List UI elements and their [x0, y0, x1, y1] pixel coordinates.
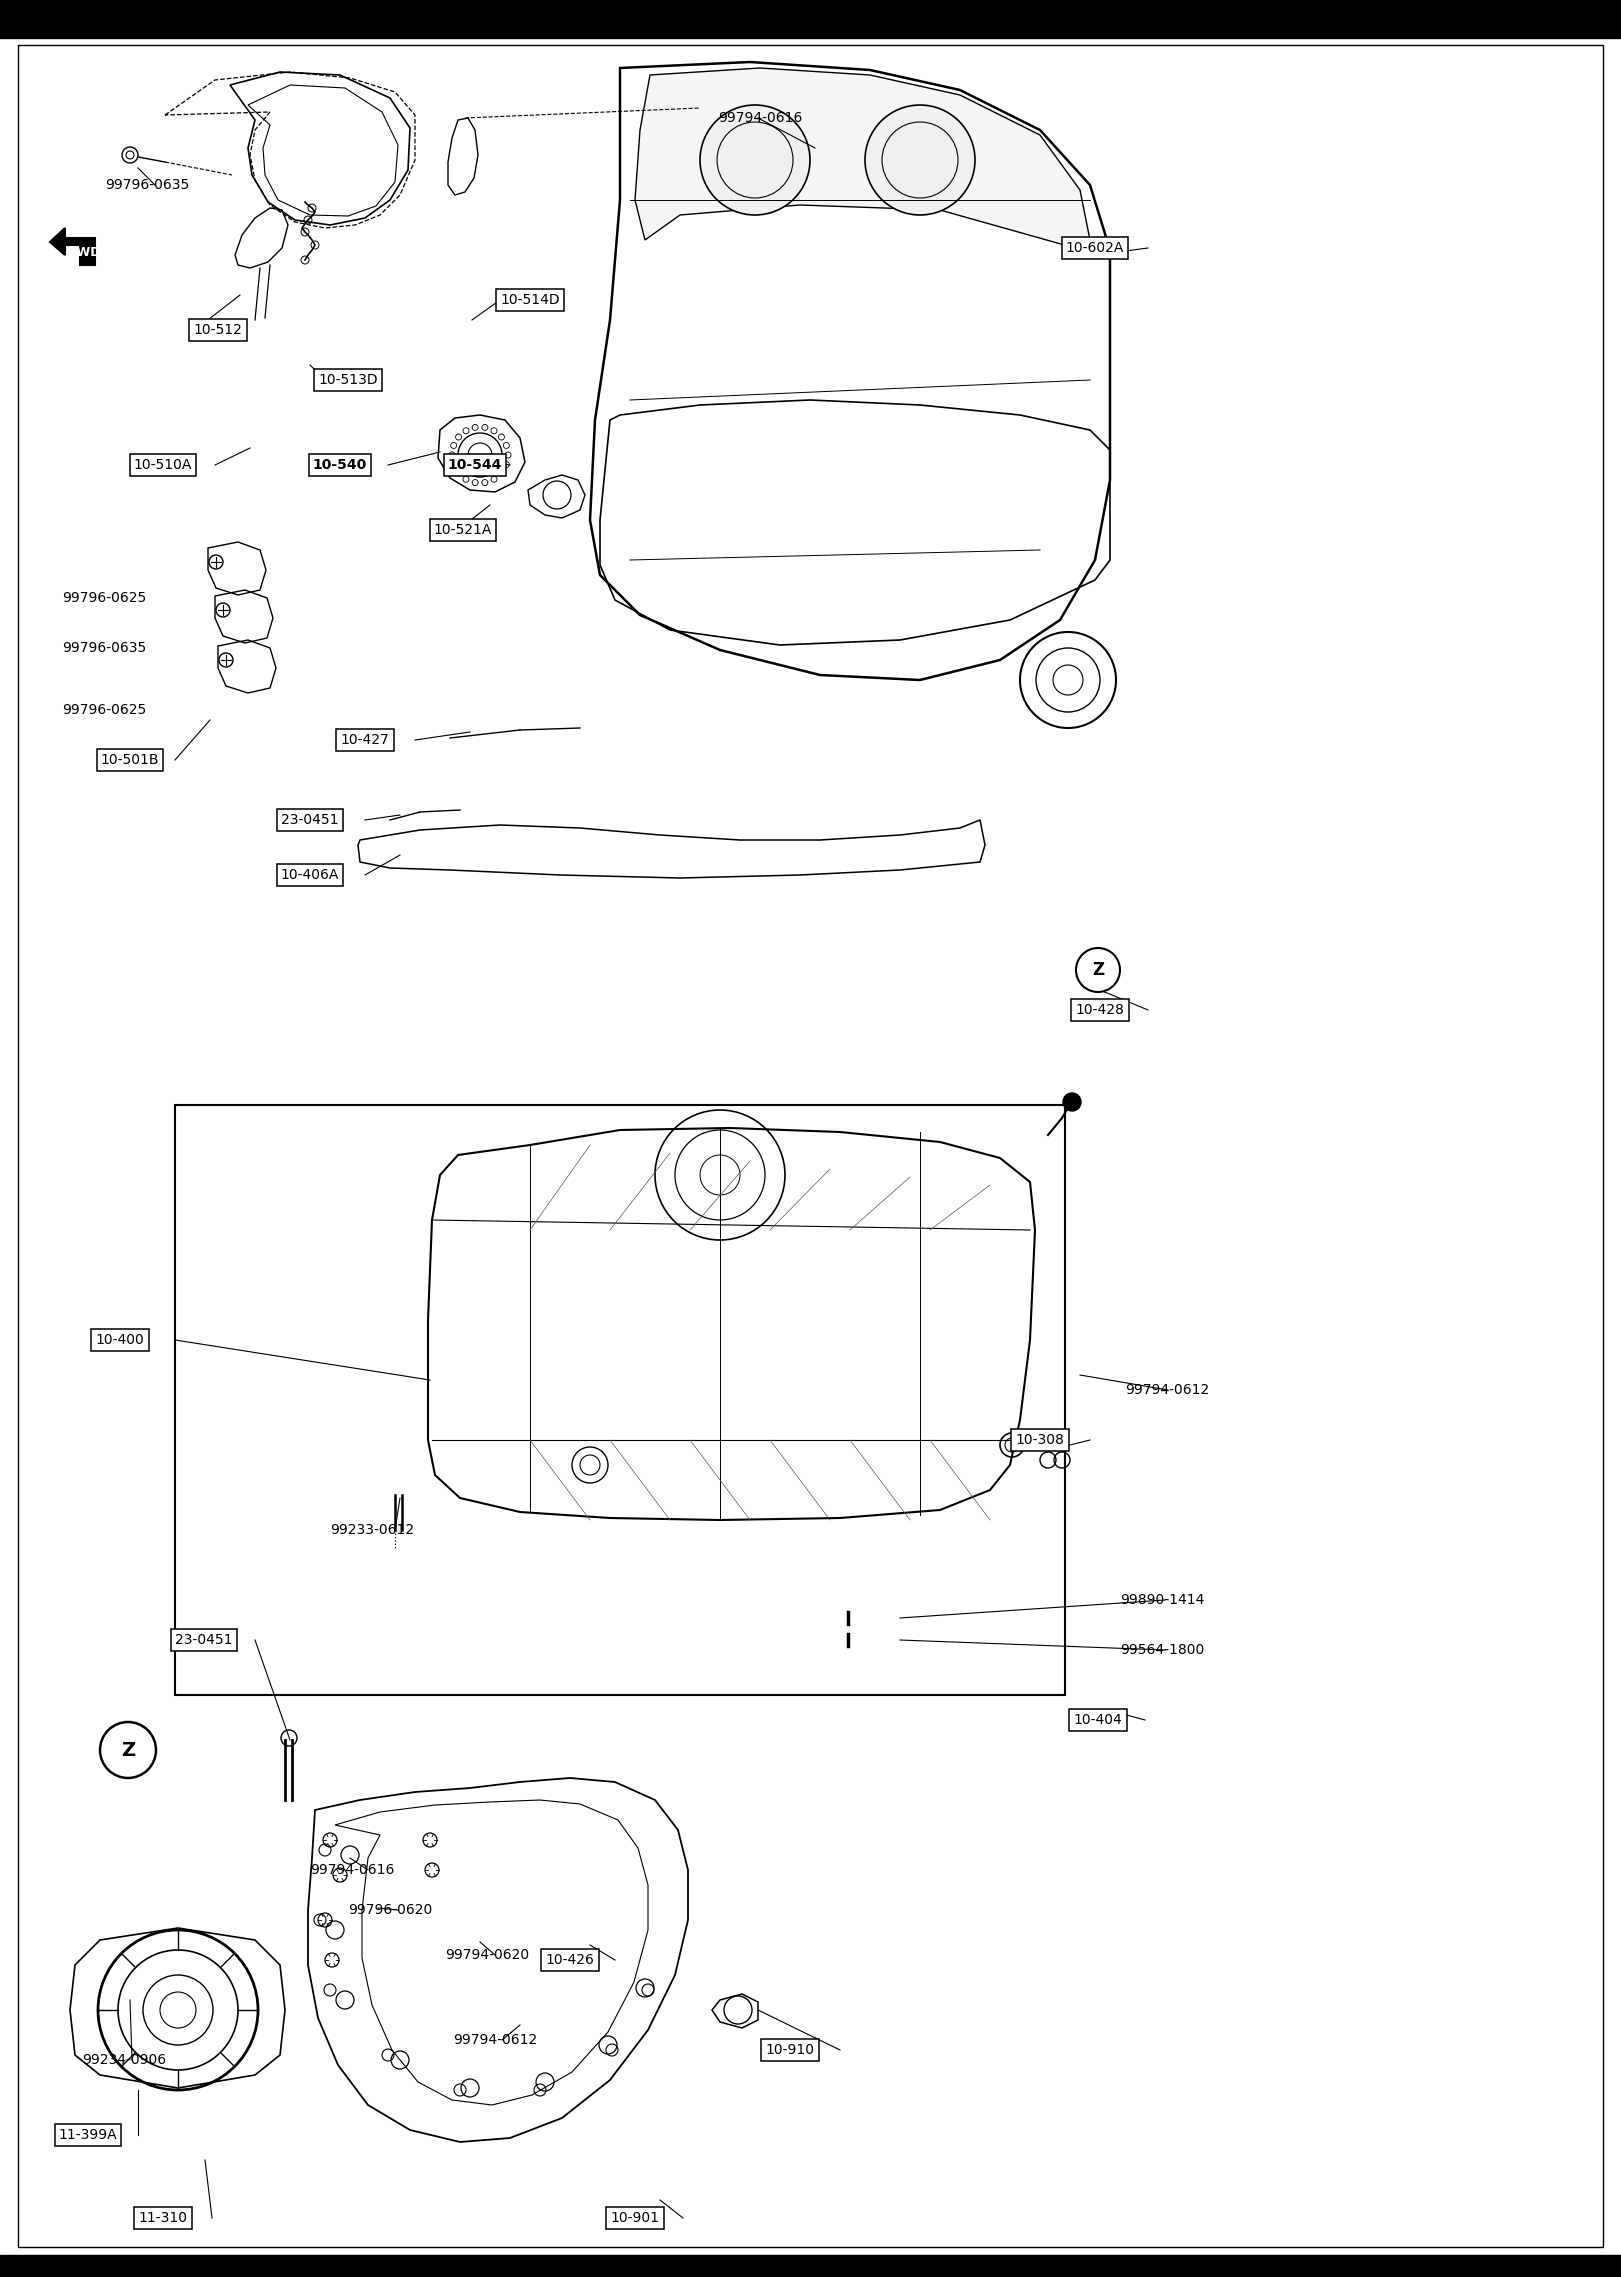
- Text: 10-901: 10-901: [611, 2211, 660, 2225]
- Circle shape: [866, 105, 974, 214]
- Text: 99794-0612: 99794-0612: [1125, 1382, 1209, 1398]
- Text: 10-602A: 10-602A: [1067, 241, 1125, 255]
- Text: 99796-0635: 99796-0635: [62, 642, 146, 656]
- Text: 10-544: 10-544: [447, 458, 503, 471]
- Text: 10-501B: 10-501B: [101, 754, 159, 767]
- Text: 99234-0906: 99234-0906: [83, 2054, 165, 2068]
- Text: 99796-0625: 99796-0625: [62, 592, 146, 606]
- Text: 99796-0625: 99796-0625: [62, 704, 146, 717]
- Text: 10-512: 10-512: [193, 323, 243, 337]
- Polygon shape: [635, 68, 1089, 248]
- Text: Z: Z: [1093, 961, 1104, 979]
- Circle shape: [1076, 947, 1120, 993]
- Text: 99794-0616: 99794-0616: [718, 112, 802, 125]
- Text: 10-406A: 10-406A: [280, 868, 339, 881]
- Text: 99794-0620: 99794-0620: [446, 1949, 528, 1963]
- Circle shape: [101, 1721, 156, 1778]
- Text: 11-399A: 11-399A: [58, 2129, 117, 2143]
- Text: 99564-1800: 99564-1800: [1120, 1644, 1204, 1658]
- Text: 10-308: 10-308: [1016, 1432, 1065, 1446]
- Text: 99890-1414: 99890-1414: [1120, 1594, 1204, 1608]
- Text: 99796-0635: 99796-0635: [105, 178, 190, 191]
- Text: 99233-0612: 99233-0612: [331, 1523, 413, 1537]
- Text: Z: Z: [122, 1740, 135, 1760]
- Text: 10-426: 10-426: [546, 1954, 595, 1967]
- Text: FWD: FWD: [68, 246, 101, 260]
- Text: 23-0451: 23-0451: [282, 813, 339, 827]
- Circle shape: [1063, 1093, 1081, 1111]
- Text: 10-404: 10-404: [1073, 1712, 1122, 1726]
- Text: 11-310: 11-310: [138, 2211, 188, 2225]
- Text: 10-540: 10-540: [313, 458, 366, 471]
- Bar: [175, 1104, 1065, 1694]
- Text: 99796-0620: 99796-0620: [349, 1904, 433, 1917]
- Text: 10-510A: 10-510A: [135, 458, 193, 471]
- Text: 10-400: 10-400: [96, 1332, 144, 1348]
- Text: 10-513D: 10-513D: [318, 373, 378, 387]
- Polygon shape: [50, 228, 96, 264]
- Text: 10-514D: 10-514D: [501, 294, 559, 307]
- Text: 10-910: 10-910: [765, 2042, 814, 2056]
- Text: 99794-0616: 99794-0616: [310, 1863, 394, 1876]
- Text: 10-521A: 10-521A: [434, 524, 493, 537]
- Text: 10-428: 10-428: [1076, 1002, 1125, 1018]
- Text: 23-0451: 23-0451: [175, 1633, 233, 1646]
- Circle shape: [700, 105, 810, 214]
- Text: 99794-0612: 99794-0612: [452, 2033, 537, 2047]
- Text: 10-427: 10-427: [340, 733, 389, 747]
